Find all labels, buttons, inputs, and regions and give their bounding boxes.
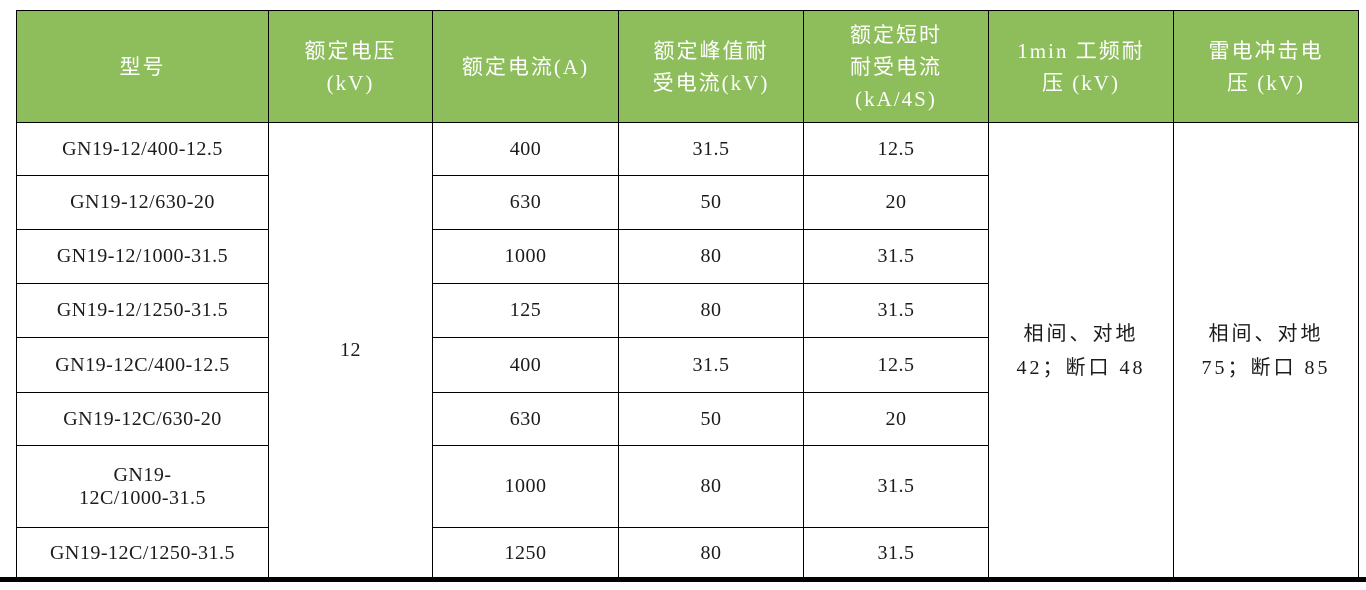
header-lightning-impulse: 雷电冲击电 压 (kV) — [1173, 10, 1359, 123]
model-cell: GN19-12/1000-31.5 — [16, 229, 269, 284]
table-row: GN19-12/400-12.5 12 400 31.5 12.5 相间、对地 … — [16, 122, 1359, 579]
peak-cell: 80 — [618, 527, 804, 579]
header-row: 型号 额定电压 (kV) 额定电流(A) 额定峰值耐 受电流(kV) 额定短时 … — [16, 10, 1359, 123]
short-time-cell: 12.5 — [803, 122, 989, 176]
current-cell: 630 — [432, 175, 619, 230]
model-cell: GN19-12C/1250-31.5 — [16, 527, 269, 579]
model-cell: GN19-12/630-20 — [16, 175, 269, 230]
table-row: GN19-12/1000-31.5 1000 80 31.5 — [16, 229, 1359, 284]
peak-cell: 80 — [618, 445, 804, 528]
peak-cell: 31.5 — [618, 122, 804, 176]
model-cell: GN19-12/1250-31.5 — [16, 283, 269, 338]
table-row: GN19- 12C/1000-31.5 1000 80 31.5 — [16, 445, 1359, 528]
spec-table: 型号 额定电压 (kV) 额定电流(A) 额定峰值耐 受电流(kV) 额定短时 … — [16, 10, 1359, 579]
table-row: GN19-12/1250-31.5 125 80 31.5 — [16, 283, 1359, 338]
current-cell: 400 — [432, 122, 619, 176]
current-cell: 1000 — [432, 445, 619, 528]
lightning-impulse-cell: 相间、对地 75；断口 85 — [1173, 122, 1359, 579]
current-cell: 630 — [432, 392, 619, 446]
current-cell: 1000 — [432, 229, 619, 284]
model-cell: GN19-12/400-12.5 — [16, 122, 269, 176]
model-cell: GN19-12C/400-12.5 — [16, 337, 269, 393]
table-row: GN19-12C/630-20 630 50 20 — [16, 392, 1359, 446]
power-freq-cell: 相间、对地 42；断口 48 — [988, 122, 1174, 579]
peak-cell: 31.5 — [618, 337, 804, 393]
short-time-cell: 12.5 — [803, 337, 989, 393]
model-cell: GN19- 12C/1000-31.5 — [16, 445, 269, 528]
short-time-cell: 31.5 — [803, 283, 989, 338]
peak-cell: 50 — [618, 392, 804, 446]
peak-cell: 50 — [618, 175, 804, 230]
model-cell: GN19-12C/630-20 — [16, 392, 269, 446]
table-row: GN19-12C/1250-31.5 1250 80 31.5 — [16, 527, 1359, 579]
table-row: GN19-12C/400-12.5 400 31.5 12.5 — [16, 337, 1359, 393]
rated-voltage-cell: 12 — [268, 122, 433, 579]
short-time-cell: 20 — [803, 392, 989, 446]
peak-cell: 80 — [618, 229, 804, 284]
header-short-time-withstand: 额定短时 耐受电流 (kA/4S) — [803, 10, 989, 123]
header-rated-current: 额定电流(A) — [432, 10, 619, 123]
table-row: GN19-12/630-20 630 50 20 — [16, 175, 1359, 230]
header-power-freq-withstand: 1min 工频耐 压 (kV) — [988, 10, 1174, 123]
current-cell: 125 — [432, 283, 619, 338]
short-time-cell: 31.5 — [803, 445, 989, 528]
bottom-rule — [0, 577, 1366, 582]
short-time-cell: 31.5 — [803, 527, 989, 579]
peak-cell: 80 — [618, 283, 804, 338]
short-time-cell: 31.5 — [803, 229, 989, 284]
header-model: 型号 — [16, 10, 269, 123]
short-time-cell: 20 — [803, 175, 989, 230]
current-cell: 1250 — [432, 527, 619, 579]
header-peak-withstand: 额定峰值耐 受电流(kV) — [618, 10, 804, 123]
header-rated-voltage: 额定电压 (kV) — [268, 10, 433, 123]
current-cell: 400 — [432, 337, 619, 393]
